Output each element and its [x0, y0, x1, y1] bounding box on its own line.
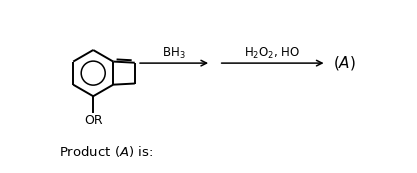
- Text: BH$_3$: BH$_3$: [162, 46, 186, 61]
- Text: $(A)$: $(A)$: [333, 54, 356, 72]
- Text: OR: OR: [84, 114, 103, 127]
- Text: H$_2$O$_2$, HO: H$_2$O$_2$, HO: [244, 46, 301, 61]
- Text: Product $(A)$ is:: Product $(A)$ is:: [59, 144, 153, 159]
